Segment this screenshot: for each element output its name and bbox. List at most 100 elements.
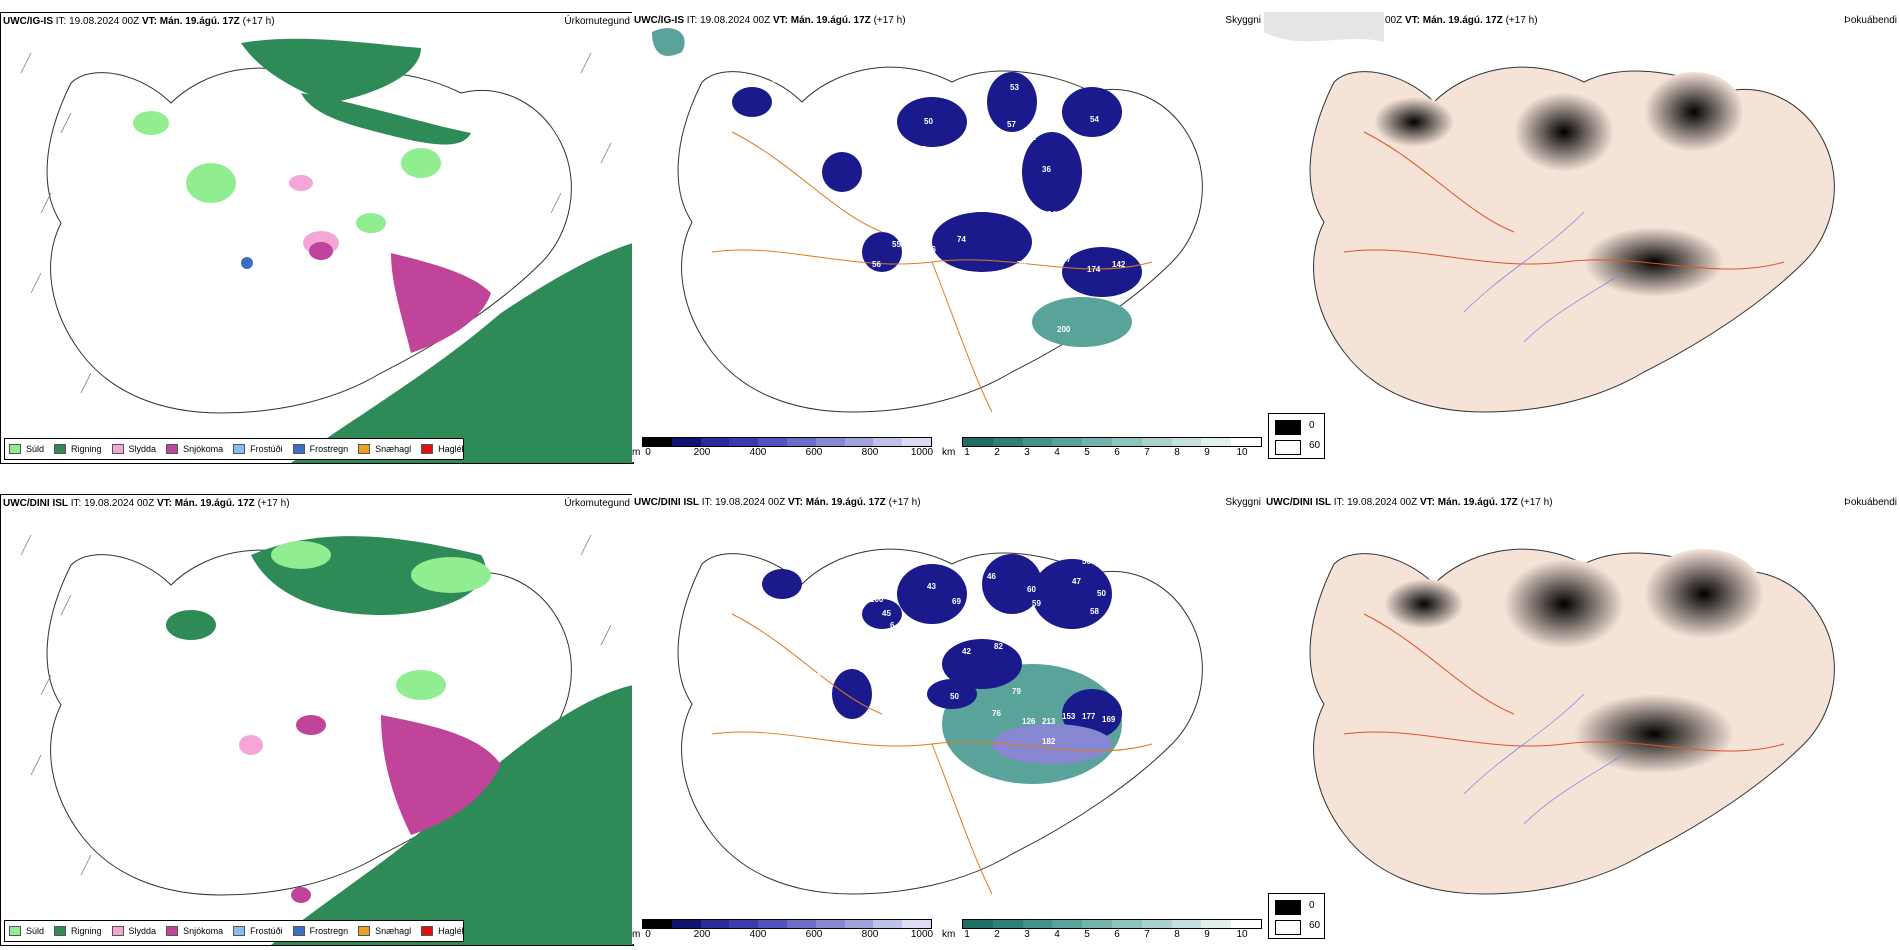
vis-title-row2: Skyggni bbox=[1225, 497, 1261, 508]
cloud-scale-row1: m 0 200 400 600 800 1000 bbox=[632, 437, 933, 459]
precip-title-row2: Úrkomutegund bbox=[564, 498, 630, 509]
svg-text:213: 213 bbox=[1042, 717, 1056, 726]
svg-text:55: 55 bbox=[892, 240, 901, 249]
iceland-outline bbox=[677, 548, 1203, 895]
svg-text:36: 36 bbox=[1042, 165, 1051, 174]
svg-text:45: 45 bbox=[917, 145, 926, 154]
svg-text:87: 87 bbox=[1062, 255, 1071, 264]
vis-map-row2: 56 47 50 74 58 60 59 43 69 46 100 45 6 4… bbox=[677, 548, 1203, 895]
svg-text:174: 174 bbox=[1087, 265, 1101, 274]
fog-map-row1 bbox=[1264, 12, 1835, 413]
snow-area bbox=[391, 253, 491, 353]
fog-title-row1: Þokuábendi bbox=[1844, 15, 1897, 26]
svg-text:53: 53 bbox=[1010, 83, 1019, 92]
wind-barbs bbox=[20, 52, 612, 394]
fog-title-row2: Þokuábendi bbox=[1844, 497, 1897, 508]
rivers bbox=[1463, 693, 1625, 825]
svg-text:11: 11 bbox=[932, 667, 941, 676]
precip-map-row1 bbox=[20, 38, 633, 463]
vis-header-row2: UWC/DINI ISL IT: 19.08.2024 00Z VT: Mán.… bbox=[634, 497, 921, 508]
vis-title-row1: Skyggni bbox=[1225, 15, 1261, 26]
low-cloud-areas bbox=[762, 554, 1122, 739]
precip-title-row1: Úrkomutegund bbox=[564, 16, 630, 27]
rain-area bbox=[291, 243, 633, 463]
svg-text:54: 54 bbox=[902, 170, 911, 179]
precip-legend-row1: Súld Rigning Slydda Snjókoma Frostúði Fr… bbox=[4, 438, 464, 460]
svg-text:60: 60 bbox=[1027, 585, 1036, 594]
rain-north bbox=[241, 38, 421, 103]
vis-panel-row2: UWC/DINI ISL IT: 19.08.2024 00Z VT: Mán.… bbox=[632, 494, 1264, 944]
svg-text:153: 153 bbox=[1062, 712, 1076, 721]
precip-legend-row2: Súld Rigning Slydda Snjókoma Frostúði Fr… bbox=[4, 920, 464, 942]
svg-text:59: 59 bbox=[877, 702, 886, 711]
vis-map-row1: 50 53 57 61 54 47 45 56 54 86 57 84 74 7… bbox=[652, 28, 1203, 413]
svg-text:100: 100 bbox=[870, 595, 884, 604]
svg-text:74: 74 bbox=[1127, 575, 1136, 584]
svg-text:169: 169 bbox=[1102, 715, 1116, 724]
svg-text:42: 42 bbox=[962, 647, 971, 656]
vis-scale-row2: km 1 2 3 4 5 6 7 8 9 10 bbox=[942, 919, 1262, 941]
svg-text:54: 54 bbox=[1090, 115, 1099, 124]
drizzle-patch bbox=[356, 213, 386, 233]
svg-text:59: 59 bbox=[1032, 599, 1041, 608]
svg-text:79: 79 bbox=[1012, 687, 1021, 696]
fog-panel-row1: UWC/IG-IS IT: 19.08.2024 00Z VT: Mán. 19… bbox=[1264, 12, 1900, 462]
svg-text:27: 27 bbox=[860, 665, 869, 674]
fog-legend-row1: 0 60 bbox=[1268, 413, 1325, 459]
svg-text:69: 69 bbox=[952, 597, 961, 606]
drizzle-patch bbox=[411, 557, 491, 593]
svg-text:200: 200 bbox=[1057, 325, 1071, 334]
svg-text:142: 142 bbox=[1112, 260, 1126, 269]
svg-text:57: 57 bbox=[1007, 120, 1016, 129]
precip-panel-row1: UWC/IG-IS IT: 19.08.2024 00Z VT: Mán. 19… bbox=[0, 12, 634, 464]
cloud-scale-row2: m 0 200 400 600 800 1000 bbox=[632, 919, 933, 941]
fog-header-row2: UWC/DINI ISL IT: 19.08.2024 00Z VT: Mán.… bbox=[1266, 497, 1553, 508]
svg-text:74: 74 bbox=[957, 235, 966, 244]
vis-scale-row1: km 1 2 3 4 5 6 7 8 9 10 bbox=[942, 437, 1262, 459]
svg-text:6: 6 bbox=[890, 621, 895, 630]
cloud-base-labels: 56 47 50 74 58 60 59 43 69 46 100 45 6 4… bbox=[752, 557, 1136, 746]
rain-northeast bbox=[301, 93, 471, 145]
svg-text:79: 79 bbox=[1017, 260, 1026, 269]
svg-text:177: 177 bbox=[1082, 712, 1096, 721]
iceland-outline bbox=[1309, 66, 1835, 413]
svg-text:84: 84 bbox=[937, 215, 946, 224]
svg-text:48: 48 bbox=[1022, 632, 1031, 641]
vis-panel-row1: UWC/IG-IS IT: 19.08.2024 00Z VT: Mán. 19… bbox=[632, 12, 1264, 462]
svg-text:73: 73 bbox=[752, 567, 761, 576]
fog-panel-row2: UWC/DINI ISL IT: 19.08.2024 00Z VT: Mán.… bbox=[1264, 494, 1900, 944]
svg-text:76: 76 bbox=[992, 709, 1001, 718]
svg-text:52: 52 bbox=[812, 672, 821, 681]
svg-text:76: 76 bbox=[927, 245, 936, 254]
svg-text:61: 61 bbox=[1027, 133, 1036, 142]
fog-legend-row2: 0 60 bbox=[1268, 893, 1325, 939]
svg-text:45: 45 bbox=[882, 609, 891, 618]
fog-map-row2 bbox=[1309, 548, 1835, 895]
drizzle-patch bbox=[396, 670, 446, 700]
svg-text:58: 58 bbox=[1090, 607, 1099, 616]
svg-text:43: 43 bbox=[927, 582, 936, 591]
rivers bbox=[1463, 211, 1625, 343]
vis-teal-area bbox=[1032, 297, 1132, 347]
svg-text:47: 47 bbox=[867, 140, 876, 149]
roads bbox=[1343, 131, 1785, 270]
svg-text:56: 56 bbox=[767, 80, 776, 89]
precip-map-row2 bbox=[20, 534, 633, 945]
roads bbox=[711, 613, 1153, 895]
svg-text:126: 126 bbox=[1022, 717, 1036, 726]
svg-text:56: 56 bbox=[972, 160, 981, 169]
precip-header-row2: UWC/DINI ISL IT: 19.08.2024 00Z VT: Mán.… bbox=[3, 498, 290, 509]
precip-panel-row2: UWC/DINI ISL IT: 19.08.2024 00Z VT: Mán.… bbox=[0, 494, 634, 946]
svg-text:56: 56 bbox=[1082, 557, 1091, 566]
svg-text:47: 47 bbox=[1072, 577, 1081, 586]
snow-area bbox=[381, 715, 501, 835]
wind-barbs bbox=[20, 534, 612, 876]
drizzle-patch bbox=[186, 163, 236, 203]
vis-header-row1: UWC/IG-IS IT: 19.08.2024 00Z VT: Mán. 19… bbox=[634, 15, 906, 26]
svg-text:86: 86 bbox=[937, 190, 946, 199]
roads bbox=[711, 131, 1153, 413]
svg-text:182: 182 bbox=[1042, 737, 1056, 746]
svg-text:65: 65 bbox=[782, 220, 791, 229]
precip-header-row1: UWC/IG-IS IT: 19.08.2024 00Z VT: Mán. 19… bbox=[3, 16, 275, 27]
svg-text:32: 32 bbox=[1122, 712, 1131, 721]
